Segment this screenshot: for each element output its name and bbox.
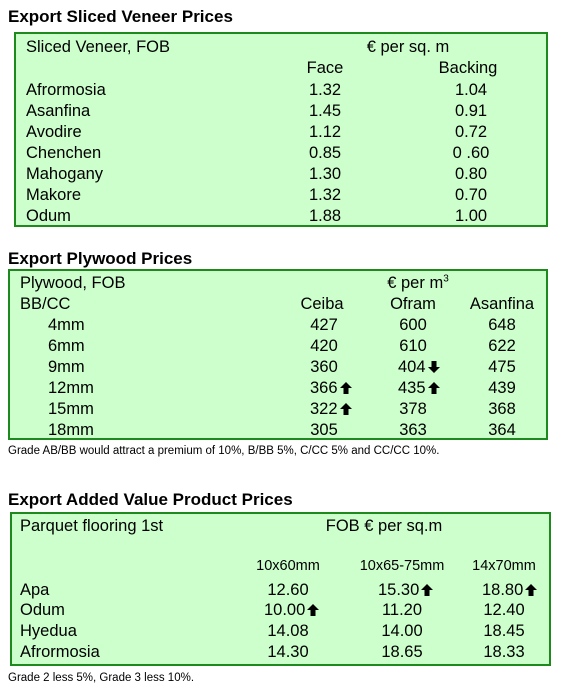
plywood-panel: Plywood, FOB € per m3 BB/CC Ceiba Ofram …	[8, 269, 548, 440]
veneer-row-backing: 0.70	[454, 186, 488, 204]
added-value-unit: FOB € per sq.m	[325, 517, 443, 535]
added-value-col-2: 10x65-75mm	[359, 558, 445, 574]
veneer-row-face: 1.32	[308, 81, 342, 99]
veneer-row-name: Chenchen	[26, 144, 102, 162]
plywood-row-ceiba: 360	[310, 358, 338, 376]
plywood-row-ceiba: 305	[310, 421, 338, 439]
veneer-col-backing: Backing	[438, 59, 498, 77]
veneer-row-name: Avodire	[26, 123, 82, 141]
arrow-up-icon	[339, 382, 352, 394]
added-value-note: Grade 2 less 5%, Grade 3 less 10%.	[8, 672, 195, 684]
plywood-row-size: 6mm	[48, 337, 85, 355]
plywood-heading: Export Plywood Prices	[8, 249, 193, 268]
veneer-row-name: Makore	[26, 186, 82, 204]
veneer-row-backing: 0.72	[454, 123, 488, 141]
plywood-row-asanfina: 439	[488, 379, 516, 397]
veneer-heading: Export Sliced Veneer Prices	[8, 7, 233, 26]
added-value-row-name: Apa	[20, 581, 50, 599]
added-value-col-3: 14x70mm	[472, 558, 536, 574]
plywood-row-size: 9mm	[48, 358, 85, 376]
veneer-unit: € per sq. m	[366, 38, 450, 56]
plywood-col-ceiba: Ceiba	[300, 295, 344, 313]
veneer-row-name: Odum	[26, 207, 71, 225]
plywood-row-ofram: 363	[399, 421, 427, 439]
plywood-row-ceiba: 366	[310, 378, 352, 398]
veneer-row-backing: 0.80	[454, 165, 488, 183]
veneer-row-face: 0.85	[308, 144, 342, 162]
added-value-row-c3: 18.45	[483, 622, 525, 640]
plywood-col-ofram: Ofram	[390, 295, 436, 313]
added-value-row-c1: 14.30	[267, 643, 309, 661]
plywood-row-size: 12mm	[48, 379, 94, 397]
plywood-label: Plywood, FOB	[20, 274, 126, 292]
added-value-row-name: Afrormosia	[20, 643, 100, 661]
veneer-label: Sliced Veneer, FOB	[26, 38, 170, 56]
added-value-panel: Parquet flooring 1st FOB € per sq.m 10x6…	[10, 512, 551, 666]
plywood-row-size: 18mm	[48, 421, 94, 439]
added-value-row-c3: 18.33	[483, 643, 525, 661]
added-value-row-c3: 18.80	[482, 580, 538, 600]
plywood-row-ofram: 435	[398, 378, 440, 398]
added-value-row-c1: 14.08	[267, 622, 309, 640]
veneer-row-face: 1.32	[308, 186, 342, 204]
plywood-row-ofram: 610	[399, 337, 427, 355]
plywood-row-ceiba: 420	[310, 337, 338, 355]
veneer-row-backing: 1.04	[454, 81, 488, 99]
arrow-up-icon	[421, 584, 434, 596]
veneer-row-backing: 0 .60	[452, 144, 490, 162]
plywood-row-size: 15mm	[48, 400, 94, 418]
added-value-row-c2: 15.30	[378, 580, 434, 600]
plywood-row-asanfina: 622	[488, 337, 516, 355]
veneer-row-face: 1.12	[308, 123, 342, 141]
arrow-up-icon	[427, 382, 440, 394]
added-value-row-c1: 10.00	[264, 600, 320, 620]
added-value-row-c2: 11.20	[381, 601, 423, 619]
plywood-unit: € per m3	[387, 273, 449, 292]
added-value-label: Parquet flooring 1st	[20, 517, 164, 535]
veneer-row-name: Asanfina	[26, 102, 91, 120]
veneer-row-face: 1.88	[308, 207, 342, 225]
arrow-up-icon	[307, 604, 320, 616]
added-value-col-1: 10x60mm	[256, 558, 320, 574]
veneer-row-backing: 0.91	[454, 102, 488, 120]
arrow-up-icon	[525, 584, 538, 596]
plywood-row-ceiba: 427	[310, 316, 338, 334]
veneer-col-face: Face	[306, 59, 344, 77]
plywood-col-asanfina: Asanfina	[469, 295, 535, 313]
veneer-panel: Sliced Veneer, FOB € per sq. m Face Back…	[14, 32, 548, 227]
plywood-row-ceiba: 322	[310, 399, 352, 419]
added-value-row-c1: 12.60	[267, 581, 309, 599]
plywood-row-asanfina: 648	[488, 316, 516, 334]
added-value-row-c2: 18.65	[381, 643, 423, 661]
added-value-row-name: Odum	[20, 601, 65, 619]
plywood-note: Grade AB/BB would attract a premium of 1…	[8, 445, 440, 457]
plywood-row-ofram: 378	[399, 400, 427, 418]
added-value-heading: Export Added Value Product Prices	[8, 490, 293, 509]
plywood-row-ofram: 600	[399, 316, 427, 334]
arrow-up-icon	[339, 403, 352, 415]
veneer-row-backing: 1.00	[454, 207, 488, 225]
veneer-row-face: 1.30	[308, 165, 342, 183]
plywood-row-ofram: 404	[398, 357, 440, 377]
added-value-row-name: Hyedua	[20, 622, 77, 640]
plywood-row-size: 4mm	[48, 316, 85, 334]
added-value-row-c3: 12.40	[483, 601, 525, 619]
plywood-grade: BB/CC	[20, 295, 71, 313]
plywood-row-asanfina: 475	[488, 358, 516, 376]
veneer-row-name: Mahogany	[26, 165, 104, 183]
added-value-row-c2: 14.00	[381, 622, 423, 640]
plywood-row-asanfina: 364	[488, 421, 516, 439]
plywood-row-asanfina: 368	[488, 400, 516, 418]
arrow-down-icon	[427, 361, 440, 373]
veneer-row-name: Afrormosia	[26, 81, 106, 99]
veneer-row-face: 1.45	[308, 102, 342, 120]
